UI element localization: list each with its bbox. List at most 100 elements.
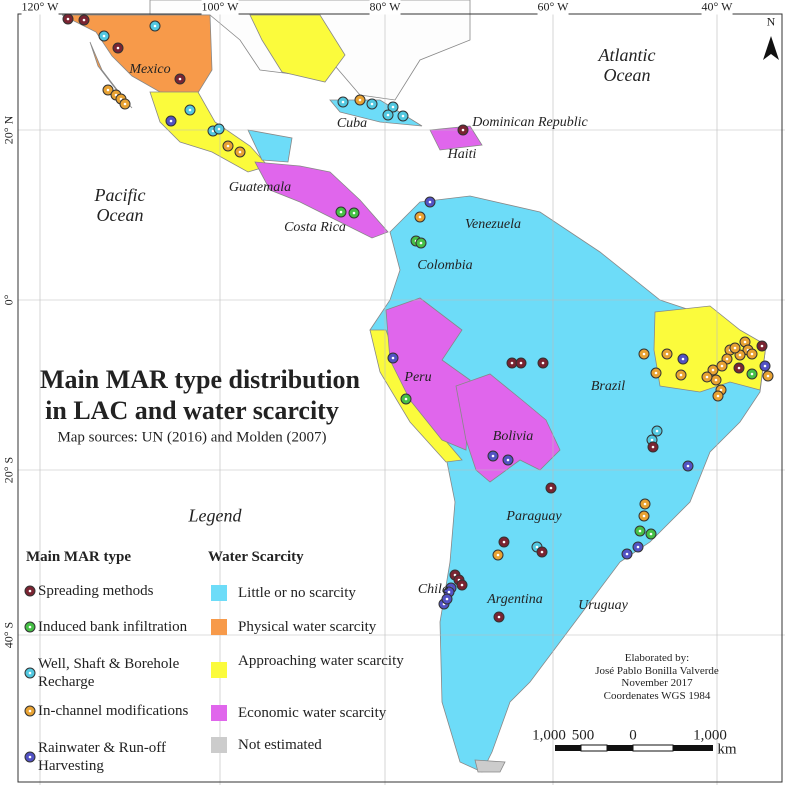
longitude-label: 100° W [201,0,239,15]
place-label: Argentina [487,592,543,607]
legend-label: Rainwater & Run-off Harvesting [38,740,167,774]
mar-symbol-center [502,540,506,544]
place-label: Costa Rica [284,220,346,235]
mar-symbol-center [750,372,754,376]
legend-swatch [211,585,227,601]
legend-label: Approaching water scarcity [238,653,404,669]
ocean-label: Pacific Ocean [94,185,146,225]
legend-label: Physical water scarcity [238,619,377,635]
mar-symbol-center [102,34,106,38]
mar-symbol-center [401,114,405,118]
mar-symbol-center [460,583,464,587]
ocean-label: Atlantic Ocean [598,45,656,85]
latitude-label: 0° [1,294,16,306]
longitude-label: 120° W [21,0,59,15]
mar-symbol-center [28,709,32,713]
place-label: Cuba [336,116,368,131]
mar-symbol-center [496,553,500,557]
mar-symbol-center [352,211,356,215]
mar-symbol-center [28,625,32,629]
mar-symbol-center [217,127,221,131]
mar-symbol-center [743,340,747,344]
mar-symbol-center [711,368,715,372]
mar-symbol-center [66,17,70,21]
mar-symbol-center [541,361,545,365]
mar-symbol-center [123,102,127,106]
mar-symbol-center [339,210,343,214]
mar-symbol-center [169,119,173,123]
legend-swatch [211,737,227,753]
us-approaching [249,14,346,83]
mar-symbol-center [733,346,737,350]
mar-symbol-center [506,458,510,462]
place-label: Colombia [417,258,473,273]
mar-symbol-center [750,352,754,356]
mar-symbol-center [510,361,514,365]
mar-symbol-center [638,529,642,533]
hispaniola [429,125,483,151]
mar-symbol-center [549,486,553,490]
mar-symbol-center [650,438,654,442]
mar-symbol-center [725,357,729,361]
mar-symbol-center [716,394,720,398]
mar-symbol-center [341,100,345,104]
map-title: in LAC and water scarcity [45,396,339,425]
latitude-label: 40° S [1,621,16,649]
mar-symbol-center [418,215,422,219]
mar-symbol-center [28,589,32,593]
central-america [254,161,389,239]
scale-bar [555,744,713,752]
mar-symbol-center [370,102,374,106]
mar-symbol-center [519,361,523,365]
place-label: Peru [404,370,432,385]
mar-symbol-center [404,397,408,401]
place-label: Mexico [129,62,171,77]
graticule [18,14,785,785]
legend-label: Little or no scarcity [238,585,356,601]
legend-heading: Main MAR type [26,549,131,565]
mar-symbol-center [178,77,182,81]
longitude-label: 60° W [537,0,569,15]
mar-symbol-center [238,150,242,154]
mar-symbol-center [766,374,770,378]
place-label: Paraguay [506,509,562,524]
baja [89,41,133,109]
north-arrow [763,36,779,60]
legend-title: Legend [188,505,242,526]
credit-line: Coordenates WGS 1984 [603,689,711,702]
place-label: Brazil [590,379,626,394]
place-label: Dominican Republic [472,115,588,130]
scale-unit: km [717,741,737,758]
latitude-label: 20° S [1,456,16,484]
mar-symbol-center [737,366,741,370]
mar-symbol-center [391,356,395,360]
scale-label: 1,000 [693,727,727,744]
mar-symbol-center [28,755,32,759]
mar-symbol-center [428,200,432,204]
mar-symbol-center [679,373,683,377]
credit-line: Elaborated by: [624,652,690,664]
mar-symbol-center [447,590,451,594]
mar-symbol-center [714,378,718,382]
mar-symbol-center [116,46,120,50]
mar-symbol-center [705,375,709,379]
longitude-label: 80° W [369,0,401,15]
yucatan [247,129,293,163]
mar-symbol-center [461,128,465,132]
scale-segment [607,745,633,751]
mar-symbol-center [738,353,742,357]
credit-line: November 2017 [621,677,693,689]
mar-symbol-center [386,113,390,117]
mar-symbol-center [28,671,32,675]
mar-symbol-center [654,371,658,375]
latitude-label: 20° N [1,115,16,145]
map-subtitle: Map sources: UN (2016) and Molden (2007) [57,429,327,446]
mar-symbol-center [655,429,659,433]
mar-symbol-center [358,98,362,102]
mar-symbol-center [720,364,724,368]
place-label: Uruguay [578,598,628,613]
mar-symbol-center [540,550,544,554]
scale-segment [555,745,581,751]
